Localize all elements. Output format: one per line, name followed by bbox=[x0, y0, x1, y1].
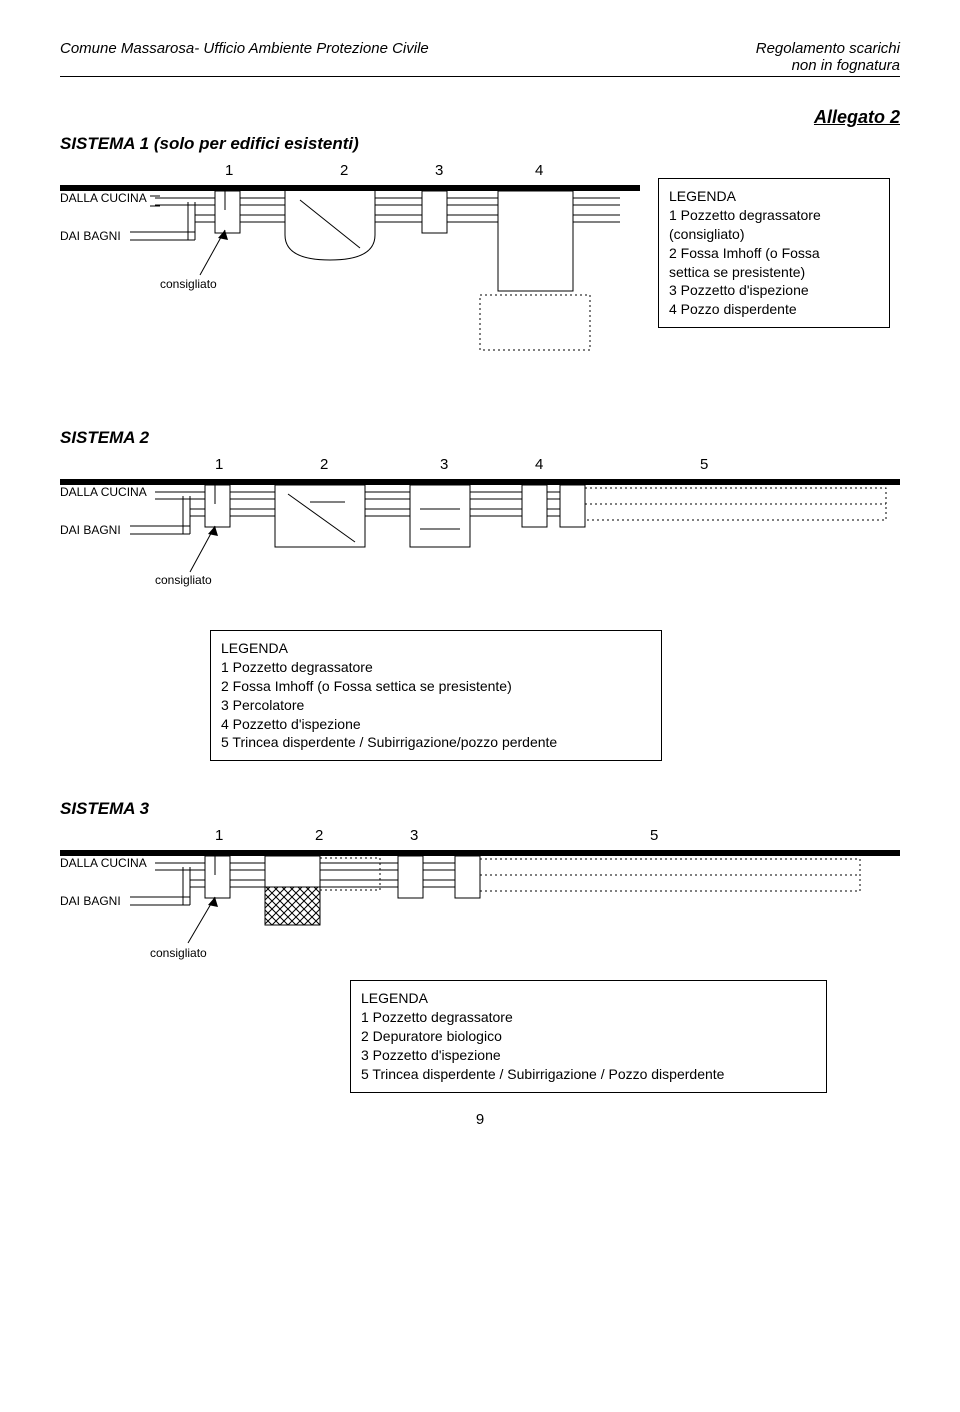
page-number: 9 bbox=[60, 1111, 900, 1128]
s2-leg-1: 2 Fossa Imhoff (o Fossa settica se presi… bbox=[221, 677, 651, 696]
sistema-1-title: SISTEMA 1 (solo per edifici esistenti) bbox=[60, 134, 900, 154]
sistema-1-legend: LEGENDA 1 Pozzetto degrassatore (consigl… bbox=[658, 178, 890, 328]
header-left: Comune Massarosa- Ufficio Ambiente Prote… bbox=[60, 40, 429, 74]
sistema-3-legend: LEGENDA 1 Pozzetto degrassatore 2 Depura… bbox=[350, 980, 827, 1092]
s2-n5: 5 bbox=[700, 456, 708, 473]
s1-num-2: 2 bbox=[340, 162, 348, 179]
s3-leg-3: 5 Trincea disperdente / Subirrigazione /… bbox=[361, 1065, 816, 1084]
s1-num-3: 3 bbox=[435, 162, 443, 179]
sistema-3-diagram: 1 2 3 5 DALLA CUCINA DAI BAGNI bbox=[60, 825, 900, 980]
s1-leg-3: settica se presistente) bbox=[669, 263, 879, 282]
s3-cons: consigliato bbox=[150, 946, 207, 960]
s3-n1: 1 bbox=[215, 827, 223, 844]
sistema-1-diagram: 1 2 3 4 DALLA CUCINA DAI BAGNI bbox=[60, 160, 640, 390]
sistema-2-diagram: 1 2 3 4 5 DALLA CUCINA DAI BAGNI bbox=[60, 454, 900, 624]
s2-leg-2: 3 Percolatore bbox=[221, 696, 651, 715]
s1-num-4: 4 bbox=[535, 162, 543, 179]
s1-leg-4: 3 Pozzetto d'ispezione bbox=[669, 281, 879, 300]
s1-cucina: DALLA CUCINA bbox=[60, 191, 147, 205]
s2-bagni: DAI BAGNI bbox=[60, 523, 121, 537]
sistema-2-title: SISTEMA 2 bbox=[60, 428, 900, 448]
s3-cucina: DALLA CUCINA bbox=[60, 856, 147, 870]
s3-leg-2: 3 Pozzetto d'ispezione bbox=[361, 1046, 816, 1065]
s1-leg-0: 1 Pozzetto degrassatore bbox=[669, 206, 879, 225]
s1-leg-1: (consigliato) bbox=[669, 225, 879, 244]
s2-leg-title: LEGENDA bbox=[221, 639, 651, 658]
s2-n4: 4 bbox=[535, 456, 543, 473]
s3-leg-1: 2 Depuratore biologico bbox=[361, 1027, 816, 1046]
sistema-3-title: SISTEMA 3 bbox=[60, 799, 900, 819]
s3-n5: 5 bbox=[650, 827, 658, 844]
s2-cucina: DALLA CUCINA bbox=[60, 485, 147, 499]
s2-n2: 2 bbox=[320, 456, 328, 473]
s1-leg-title: LEGENDA bbox=[669, 187, 879, 206]
s1-cons: consigliato bbox=[160, 277, 217, 291]
sistema-3-block: SISTEMA 3 1 2 3 5 DALLA CUCINA bbox=[60, 799, 900, 1092]
s3-leg-0: 1 Pozzetto degrassatore bbox=[361, 1008, 816, 1027]
header-right-1: Regolamento scarichi bbox=[756, 40, 900, 57]
s3-n2: 2 bbox=[315, 827, 323, 844]
page-header: Comune Massarosa- Ufficio Ambiente Prote… bbox=[60, 40, 900, 77]
s2-n3: 3 bbox=[440, 456, 448, 473]
s1-num-1: 1 bbox=[225, 162, 233, 179]
s2-leg-3: 4 Pozzetto d'ispezione bbox=[221, 715, 651, 734]
s3-n3: 3 bbox=[410, 827, 418, 844]
s2-leg-0: 1 Pozzetto degrassatore bbox=[221, 658, 651, 677]
sistema-1-block: SISTEMA 1 (solo per edifici esistenti) 1… bbox=[60, 134, 900, 390]
s2-leg-4: 5 Trincea disperdente / Subirrigazione/p… bbox=[221, 733, 651, 752]
s1-leg-5: 4 Pozzo disperdente bbox=[669, 300, 879, 319]
allegato-title: Allegato 2 bbox=[60, 107, 900, 128]
s3-leg-title: LEGENDA bbox=[361, 989, 816, 1008]
s2-n1: 1 bbox=[215, 456, 223, 473]
s1-bagni: DAI BAGNI bbox=[60, 229, 121, 243]
s2-cons: consigliato bbox=[155, 573, 212, 587]
header-right-2: non in fognatura bbox=[756, 57, 900, 74]
sistema-2-legend: LEGENDA 1 Pozzetto degrassatore 2 Fossa … bbox=[210, 630, 662, 761]
s1-leg-2: 2 Fossa Imhoff (o Fossa bbox=[669, 244, 879, 263]
s3-bagni: DAI BAGNI bbox=[60, 894, 121, 908]
sistema-2-block: SISTEMA 2 1 2 3 4 5 DALLA CUCINA DAI BAG… bbox=[60, 428, 900, 761]
